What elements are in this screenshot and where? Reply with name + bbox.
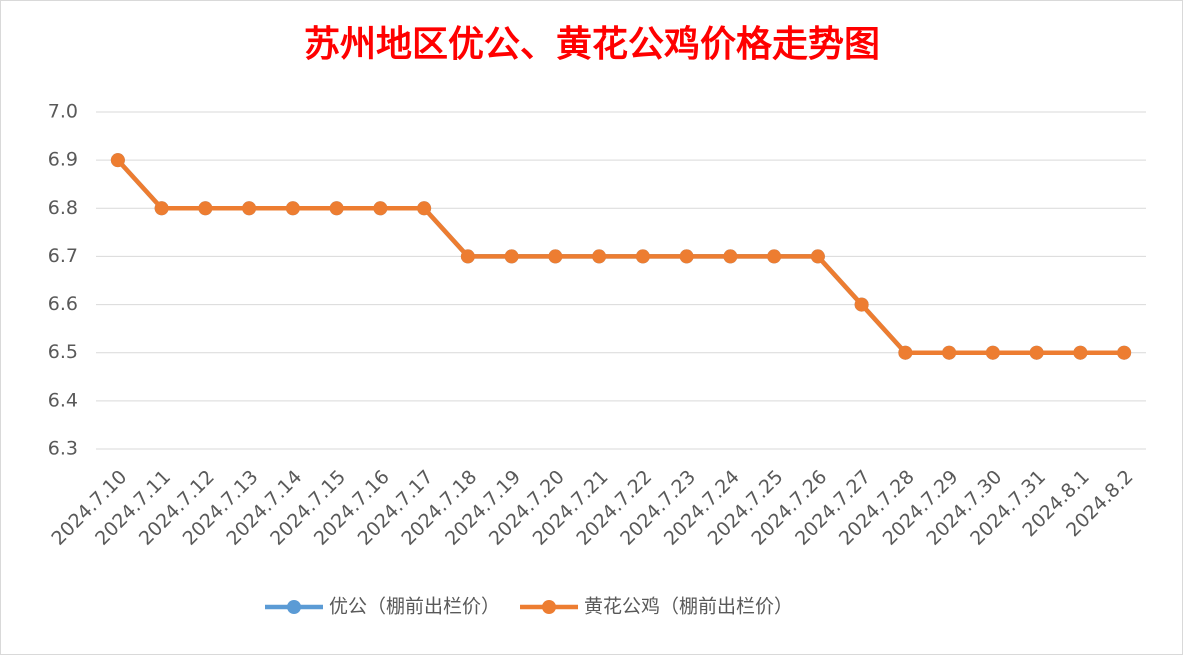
series-line [116, 158, 1125, 355]
data-point [460, 249, 475, 264]
data-point [1117, 345, 1132, 360]
data-point [592, 249, 607, 264]
y-tick-label: 6.7 [48, 245, 78, 267]
legend-marker [287, 600, 301, 614]
data-point [154, 201, 169, 216]
data-point [635, 249, 650, 264]
data-point [854, 297, 869, 312]
data-point [242, 201, 257, 216]
legend-label: 黄花公鸡（棚前出栏价） [584, 596, 793, 618]
data-point [417, 201, 432, 216]
y-tick-label: 6.8 [48, 197, 78, 219]
data-point [373, 201, 388, 216]
chart-title: 苏州地区优公、黄花公鸡价格走势图 [304, 23, 880, 65]
y-tick-label: 6.5 [48, 341, 78, 363]
data-point [329, 201, 344, 216]
data-point [985, 345, 1000, 360]
data-point [810, 249, 825, 264]
data-point [285, 201, 300, 216]
legend-label: 优公（棚前出栏价） [329, 596, 500, 618]
y-tick-label: 6.3 [48, 438, 78, 460]
data-point [723, 249, 738, 264]
data-point [504, 249, 519, 264]
data-point [767, 249, 782, 264]
data-point [1029, 345, 1044, 360]
y-tick-label: 6.6 [48, 293, 78, 315]
data-point [898, 345, 913, 360]
y-tick-label: 6.4 [48, 389, 78, 411]
data-point [679, 249, 694, 264]
y-tick-label: 6.9 [48, 149, 78, 171]
y-tick-label: 7.0 [48, 101, 78, 123]
data-point [942, 345, 957, 360]
data-point [548, 249, 563, 264]
data-point [198, 201, 213, 216]
data-point [1073, 345, 1088, 360]
data-point [110, 153, 125, 168]
legend-marker [542, 600, 557, 614]
